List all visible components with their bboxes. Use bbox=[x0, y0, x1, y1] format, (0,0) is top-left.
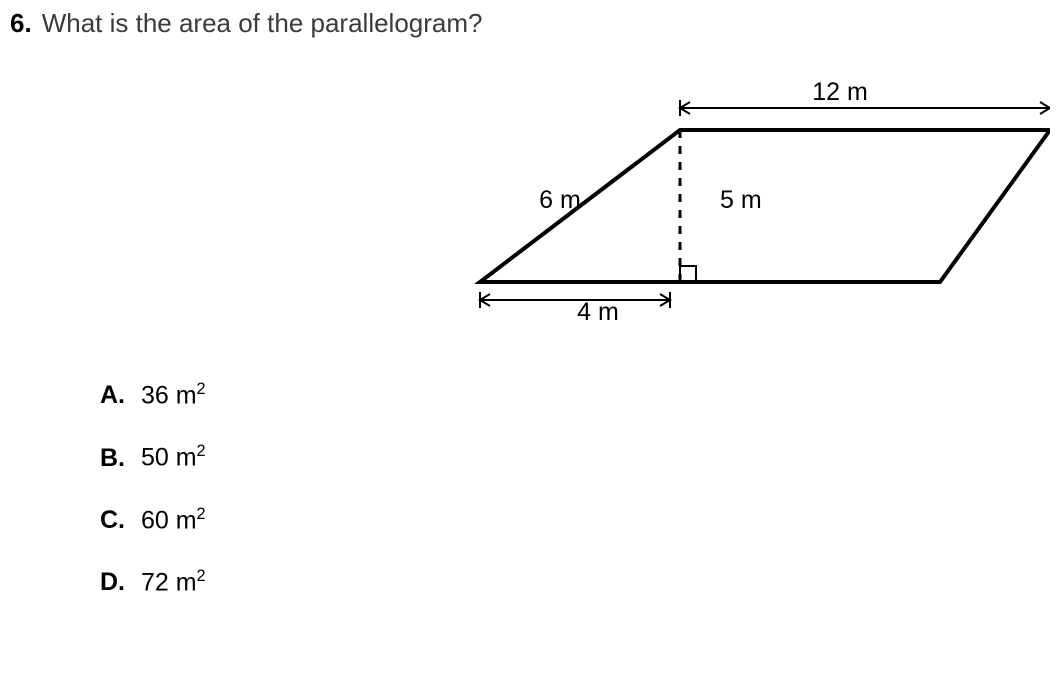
choice-value: 60 m bbox=[141, 506, 197, 534]
choice-value: 50 m bbox=[141, 444, 197, 472]
parallelogram-figure: 12 m 6 m 5 m 4 m bbox=[470, 80, 1050, 320]
choice-letter: C. bbox=[100, 506, 134, 535]
height-label: 5 m bbox=[720, 186, 762, 214]
choice-b[interactable]: B. 50 m2 bbox=[100, 442, 206, 472]
question-number: 6. bbox=[10, 8, 32, 39]
choice-letter: A. bbox=[100, 381, 134, 410]
choice-sup: 2 bbox=[197, 567, 206, 585]
question-text: What is the area of the parallelogram? bbox=[42, 8, 483, 39]
choice-value: 72 m bbox=[141, 568, 197, 596]
choice-letter: D. bbox=[100, 568, 134, 597]
top-length-label: 12 m bbox=[812, 80, 868, 106]
answer-choices: A. 36 m2 B. 50 m2 C. 60 m2 D. 72 m2 bbox=[100, 380, 206, 629]
choice-sup: 2 bbox=[197, 505, 206, 523]
bottom-dimension-line bbox=[480, 292, 670, 308]
left-side-label: 6 m bbox=[539, 186, 581, 214]
choice-sup: 2 bbox=[197, 380, 206, 398]
question-row: 6. What is the area of the parallelogram… bbox=[0, 0, 1058, 39]
choice-letter: B. bbox=[100, 444, 134, 473]
bottom-offset-label: 4 m bbox=[577, 298, 619, 320]
choice-sup: 2 bbox=[197, 442, 206, 460]
right-angle-marker bbox=[680, 266, 696, 282]
choice-value: 36 m bbox=[141, 381, 197, 409]
choice-d[interactable]: D. 72 m2 bbox=[100, 567, 206, 597]
choice-c[interactable]: C. 60 m2 bbox=[100, 505, 206, 535]
choice-a[interactable]: A. 36 m2 bbox=[100, 380, 206, 410]
